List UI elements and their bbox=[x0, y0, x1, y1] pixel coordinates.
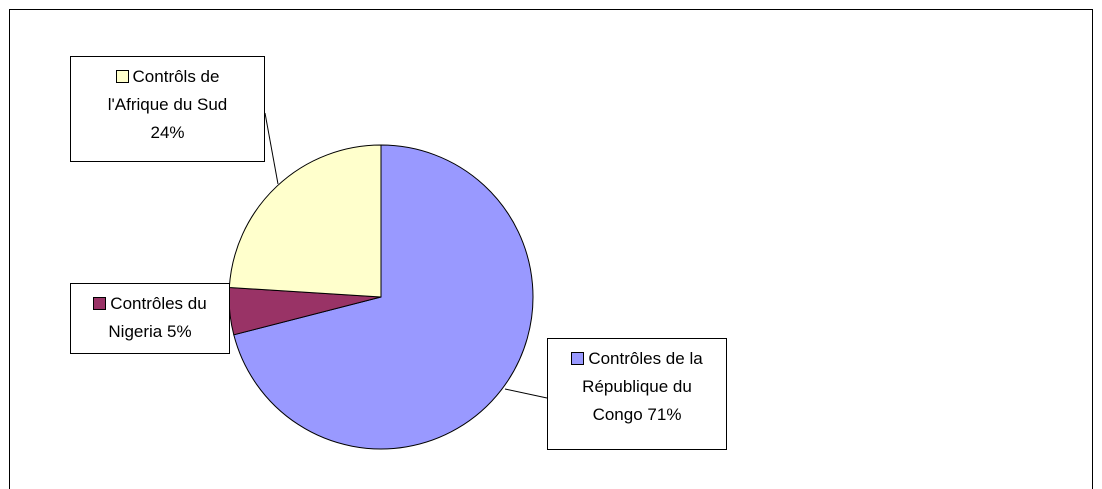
value-label: 71% bbox=[647, 405, 682, 424]
label-text: Contrôls de l'Afrique du Sud 24% bbox=[93, 63, 243, 147]
leader-line bbox=[504, 388, 548, 399]
data-label: Contrôles du Nigeria 5% bbox=[70, 283, 230, 354]
category-label: Contrôls de l'Afrique du Sud bbox=[107, 67, 228, 114]
pie-slice bbox=[233, 144, 534, 450]
category-label: Contrôles du Nigeria bbox=[108, 294, 207, 341]
category-label: Contrôles de la République du Congo bbox=[582, 349, 703, 424]
data-label: Contrôles de la République du Congo 71% bbox=[547, 338, 727, 450]
label-text: Contrôles du Nigeria 5% bbox=[78, 290, 223, 346]
chart-border bbox=[9, 9, 1093, 489]
label-text: Contrôles de la République du Congo 71% bbox=[557, 345, 717, 429]
data-label: Contrôls de l'Afrique du Sud 24% bbox=[70, 56, 265, 162]
pie-slice bbox=[228, 144, 382, 298]
legend-key bbox=[115, 70, 129, 83]
value-label: 5% bbox=[167, 322, 192, 341]
legend-key bbox=[93, 297, 107, 310]
leader-line bbox=[264, 112, 279, 185]
value-label: 24% bbox=[150, 123, 185, 142]
legend-key bbox=[571, 352, 585, 365]
